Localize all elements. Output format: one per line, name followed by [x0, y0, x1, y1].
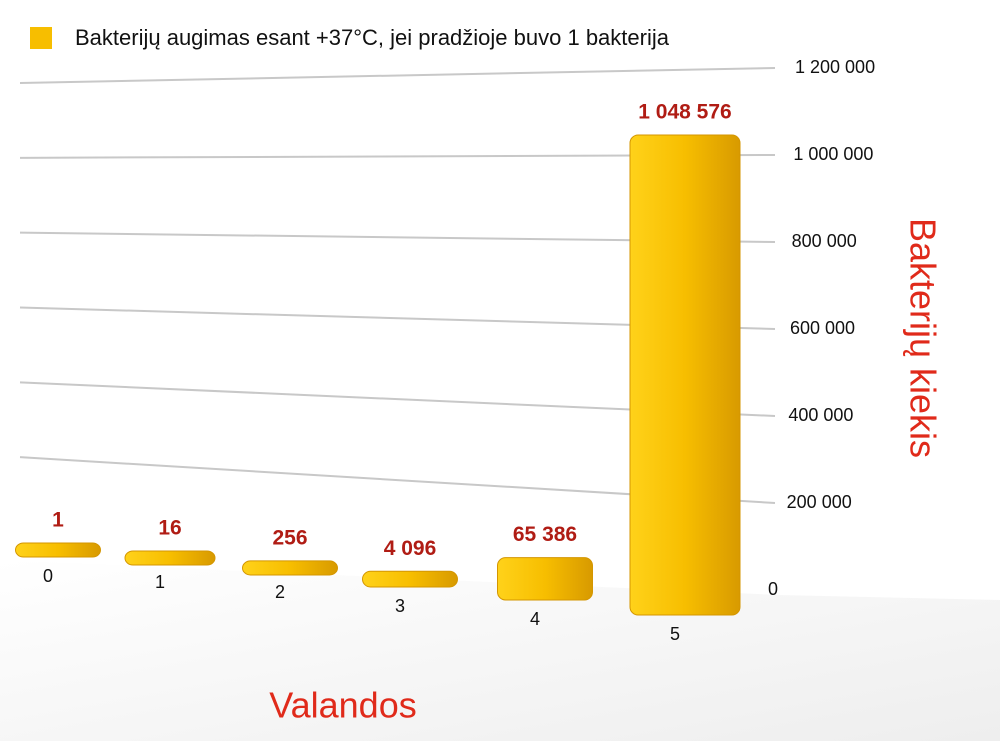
y-tick-label: 200 000: [787, 492, 852, 512]
grid-line: [19, 67, 776, 84]
x-tick-label: 0: [43, 566, 53, 586]
value-label: 1 048 576: [638, 101, 731, 124]
y-tick-label: 1 200 000: [795, 57, 875, 77]
value-label: 1: [52, 509, 64, 532]
bar: [124, 550, 216, 566]
bar: [15, 542, 101, 558]
y-tick-label: 400 000: [788, 405, 853, 425]
floor: [0, 560, 1000, 741]
legend-swatch: [30, 27, 52, 49]
value-label: 256: [272, 526, 307, 549]
bar: [362, 570, 458, 588]
value-label: 4 096: [384, 537, 437, 560]
value-label: 65 386: [513, 523, 577, 546]
x-axis-title: Valandos: [269, 685, 416, 726]
bar: [242, 560, 338, 576]
value-label: 16: [158, 517, 181, 540]
x-tick-label: 3: [395, 596, 405, 616]
x-tick-label: 5: [670, 624, 680, 644]
y-tick-label: 800 000: [792, 231, 857, 251]
bar: [497, 557, 593, 601]
bar: [629, 134, 741, 616]
y-axis-title: Bakterijų kiekis: [902, 218, 943, 458]
x-tick-label: 1: [155, 572, 165, 592]
y-tick-label: 0: [768, 579, 778, 599]
legend-label: Bakterijų augimas esant +37°C, jei pradž…: [75, 25, 670, 50]
y-tick-label: 1 000 000: [793, 144, 873, 164]
x-tick-label: 2: [275, 582, 285, 602]
y-tick-label: 600 000: [790, 318, 855, 338]
x-tick-label: 4: [530, 609, 540, 629]
